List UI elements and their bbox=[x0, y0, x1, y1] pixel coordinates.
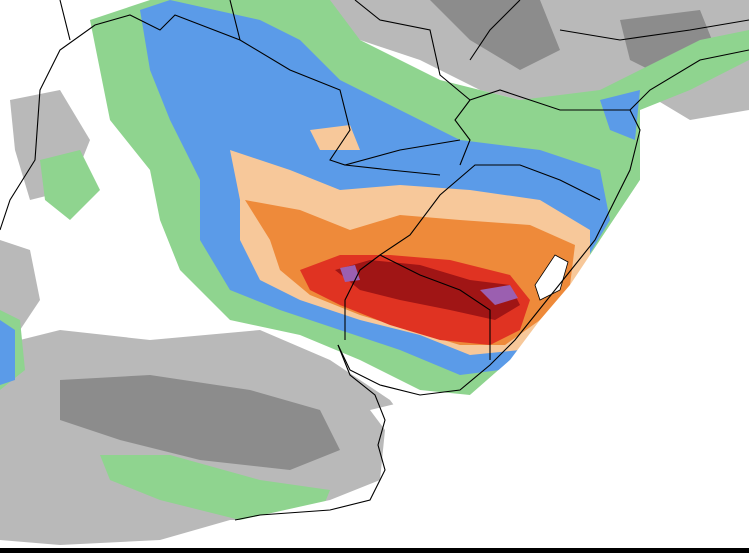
gray-area bbox=[0, 240, 40, 330]
purple-areas bbox=[340, 265, 518, 305]
border bbox=[469, 0, 521, 61]
border bbox=[59, 0, 71, 41]
coastline bbox=[337, 49, 749, 396]
purple-area bbox=[480, 285, 518, 305]
dark-red-area bbox=[335, 260, 520, 320]
border bbox=[379, 254, 491, 360]
bottom-bar bbox=[0, 548, 749, 553]
border bbox=[344, 164, 601, 340]
borders bbox=[0, 0, 749, 521]
border bbox=[559, 19, 749, 41]
ocean bbox=[230, 150, 749, 553]
coastline bbox=[234, 344, 386, 521]
lagoon bbox=[534, 254, 569, 301]
light-orange-area bbox=[310, 125, 360, 150]
border bbox=[344, 164, 441, 176]
dark-red-areas bbox=[335, 260, 520, 320]
border bbox=[0, 14, 461, 231]
blue-area bbox=[600, 90, 640, 140]
blue-area bbox=[0, 320, 15, 385]
border bbox=[354, 0, 471, 101]
border bbox=[229, 0, 241, 41]
dark-gray-area bbox=[430, 0, 560, 70]
green-area bbox=[40, 150, 100, 220]
dark-gray-area bbox=[60, 375, 340, 470]
green-area bbox=[100, 455, 330, 520]
purple-area bbox=[340, 265, 360, 282]
